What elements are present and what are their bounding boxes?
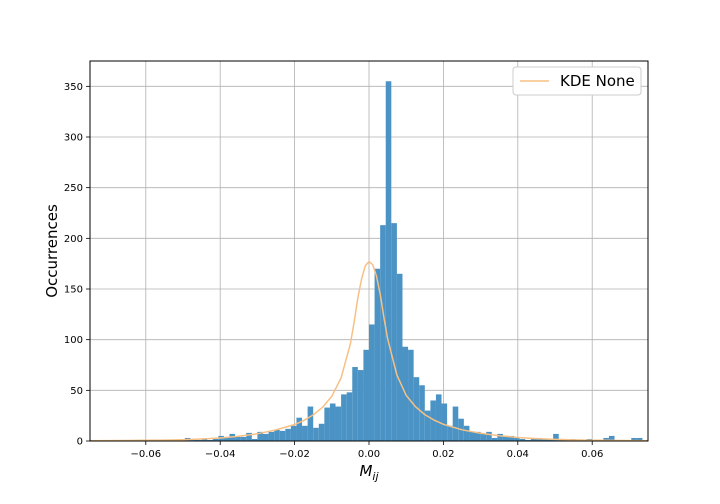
histogram-bar [491, 437, 498, 441]
histogram-bar [385, 81, 392, 442]
histogram-bar [324, 407, 330, 441]
histogram-bar [290, 425, 297, 441]
x-tick-label: −0.06 [130, 449, 161, 460]
y-tick-label: 300 [64, 133, 83, 144]
histogram-bar [240, 436, 247, 441]
histogram-bar [318, 423, 325, 441]
histogram-bar [608, 435, 615, 441]
histogram-bar [514, 437, 520, 441]
histogram-bar [435, 394, 442, 441]
histogram-bar [636, 437, 643, 441]
histogram-bar [196, 439, 202, 441]
histogram-bar [268, 431, 275, 441]
histogram-bar [346, 392, 353, 441]
x-axis-label: Mij [359, 462, 379, 483]
x-axis-label-main: M [359, 462, 372, 480]
histogram-bar [329, 403, 336, 441]
histogram-bar [285, 428, 291, 441]
kde-series-line [89, 260, 649, 442]
x-tick-label: 0.00 [358, 449, 380, 460]
legend: KDE None [512, 66, 642, 96]
y-tick-label: 0 [77, 437, 83, 448]
y-tick-label: 200 [64, 234, 83, 245]
x-tick-label: −0.02 [279, 449, 310, 460]
x-tick-label: 0.06 [581, 449, 603, 460]
histogram-bar [190, 439, 197, 441]
histogram-bar [525, 439, 531, 441]
histogram-bar [441, 403, 448, 441]
histogram-bar [475, 431, 481, 441]
histogram-bar [447, 425, 453, 441]
histogram-bar [541, 438, 548, 441]
histogram-bar [519, 438, 526, 441]
histogram-bar [463, 425, 470, 441]
histogram-bar [469, 431, 476, 441]
histogram-bar [341, 394, 347, 441]
histogram-bar [201, 438, 208, 441]
histogram-bar [335, 406, 342, 441]
histogram-bar [212, 438, 219, 441]
histogram-bar [279, 430, 286, 441]
histogram-bar [480, 433, 487, 441]
histogram-bar [235, 436, 241, 441]
histogram-bar [530, 438, 537, 441]
histogram-bar [603, 437, 609, 441]
y-tick-label: 350 [64, 82, 83, 93]
histogram-bar [631, 437, 637, 441]
x-tick-label: 0.02 [432, 449, 454, 460]
histogram-bar [408, 349, 414, 441]
histogram-bar [369, 324, 375, 441]
y-tick-label: 50 [70, 386, 83, 397]
histogram-bar [223, 436, 230, 441]
legend-label-kde: KDE None [560, 72, 635, 90]
x-tick-label: 0.04 [507, 449, 529, 460]
histogram-bar [262, 433, 269, 441]
histogram-bar [313, 427, 319, 441]
histogram-bar [257, 431, 263, 441]
histogram-bar [553, 433, 559, 441]
histogram-bar [380, 225, 386, 441]
histogram-bar [251, 438, 258, 441]
histogram-bar [424, 410, 431, 441]
histogram-bar [502, 435, 509, 441]
histogram-bar [357, 370, 364, 441]
histogram-bar [452, 406, 459, 441]
histogram-bar [486, 431, 492, 441]
histogram-bar [497, 433, 503, 441]
histogram-bar [547, 438, 554, 441]
histogram-bar [246, 432, 252, 441]
x-tick-label: −0.04 [205, 449, 236, 460]
histogram-bar [396, 273, 403, 441]
y-tick-label: 250 [64, 183, 83, 194]
histogram-bar [307, 406, 314, 441]
histogram-bar [430, 400, 436, 441]
x-axis-label-subscript: ij [372, 470, 379, 483]
histogram-bar [302, 425, 308, 441]
y-axis-label: Occurrences [43, 204, 61, 298]
histogram-bar [274, 429, 280, 441]
histogram-bar [413, 377, 420, 441]
y-tick-label: 100 [64, 335, 83, 346]
histogram-bar [536, 437, 542, 441]
y-tick-label: 150 [64, 285, 83, 296]
histogram-bar [374, 268, 381, 441]
histogram-bar [207, 439, 213, 441]
axis-ticks: −0.06 −0.04 −0.02 0.00 0.02 0.04 0.06 0 50 100 150… [64, 82, 603, 460]
legend-box [512, 66, 642, 96]
histogram-bar [564, 439, 570, 441]
histogram-bar [296, 417, 303, 441]
histogram-bar [352, 367, 358, 441]
histogram-bar [508, 435, 515, 441]
histogram-bar [363, 349, 369, 441]
histogram-bar [391, 223, 397, 441]
